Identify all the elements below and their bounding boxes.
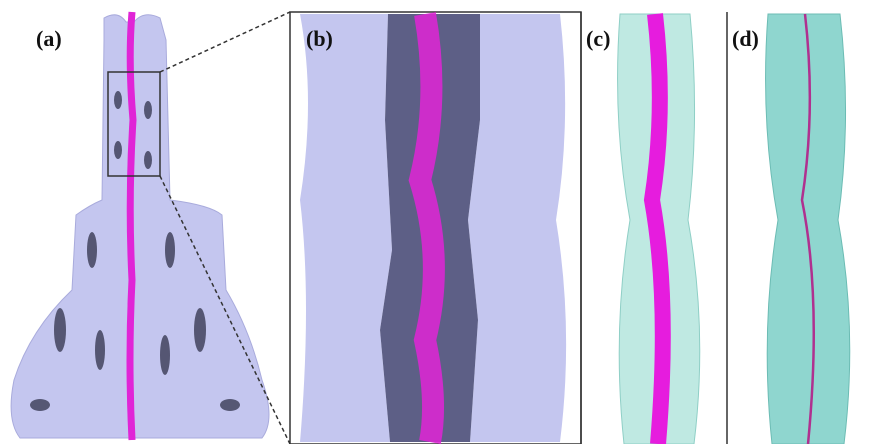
panel-c-surface: [581, 12, 700, 444]
figure: (a) (b) (c) (d): [0, 0, 872, 444]
panel-label: (b): [306, 26, 333, 51]
panel-b-closeup: [290, 12, 581, 444]
panel-label: (c): [586, 26, 610, 51]
panel-label: (a): [36, 26, 62, 51]
panel-a-structure: [11, 12, 290, 444]
panel-d-surface: [727, 12, 850, 444]
panel-label: (d): [732, 26, 759, 51]
